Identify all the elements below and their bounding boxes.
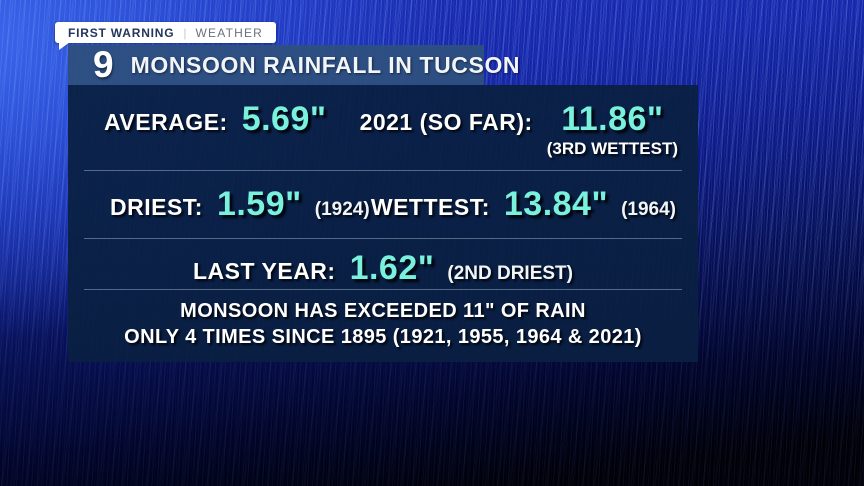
footnote: MONSOON HAS EXCEEDED 11" OF RAIN ONLY 4 … [68,290,698,350]
badge-primary-label: FIRST WARNING [68,25,175,40]
badge-secondary-label: WEATHER [195,25,264,40]
channel-9-logo-icon: 9 [93,43,114,85]
divider [84,170,682,171]
stat-2021-label: 2021 (SO FAR): [359,109,533,135]
stat-2021-value: 11.86" [561,100,664,138]
stat-average: AVERAGE: 5.69" [104,102,327,136]
divider [84,289,682,290]
first-warning-badge: FIRST WARNING | WEATHER [55,22,277,50]
badge-separator: | [183,25,187,40]
stat-2021-note: (3RD WETTEST) [546,139,678,158]
row-driest-wettest: DRIEST: 1.59" (1924) WETTEST: 13.84" (19… [68,171,698,238]
stat-last-year-value: 1.62" [349,249,435,287]
stat-average-label: AVERAGE: [104,109,228,135]
stat-last-year-label: LAST YEAR: [192,258,336,284]
stat-wettest: WETTEST: 13.84" (1964) [371,187,676,221]
stat-wettest-note: (1964) [621,199,676,220]
stat-driest-note: (1924) [314,199,370,220]
stat-driest: DRIEST: 1.59" (1924) [110,187,370,221]
stat-2021-value-group: 11.86" (3RD WETTEST) [547,102,678,159]
stat-last-year-note: (2ND DRIEST) [447,263,573,284]
stat-average-value: 5.69" [241,100,327,138]
stat-driest-value: 1.59" [216,185,302,223]
stat-last-year: LAST YEAR: 1.62" (2ND DRIEST) [193,251,573,285]
title-bar: 9 MONSOON RAINFALL IN TUCSON [68,43,520,85]
row-average-current: AVERAGE: 5.69" 2021 (SO FAR): 11.86" (3R… [68,85,698,170]
footnote-line-2: ONLY 4 TIMES SINCE 1895 (1921, 1955, 196… [124,326,642,348]
footnote-line-1: MONSOON HAS EXCEEDED 11" OF RAIN [180,300,586,322]
row-last-year: LAST YEAR: 1.62" (2ND DRIEST) [68,239,698,289]
stat-2021-so-far: 2021 (SO FAR): 11.86" (3RD WETTEST) [360,102,678,159]
stat-wettest-label: WETTEST: [370,194,490,220]
stats-panel: AVERAGE: 5.69" 2021 (SO FAR): 11.86" (3R… [68,85,698,362]
stat-wettest-value: 13.84" [503,185,609,223]
stat-driest-label: DRIEST: [110,194,203,220]
divider [84,238,682,239]
page-title: MONSOON RAINFALL IN TUCSON [130,51,521,78]
